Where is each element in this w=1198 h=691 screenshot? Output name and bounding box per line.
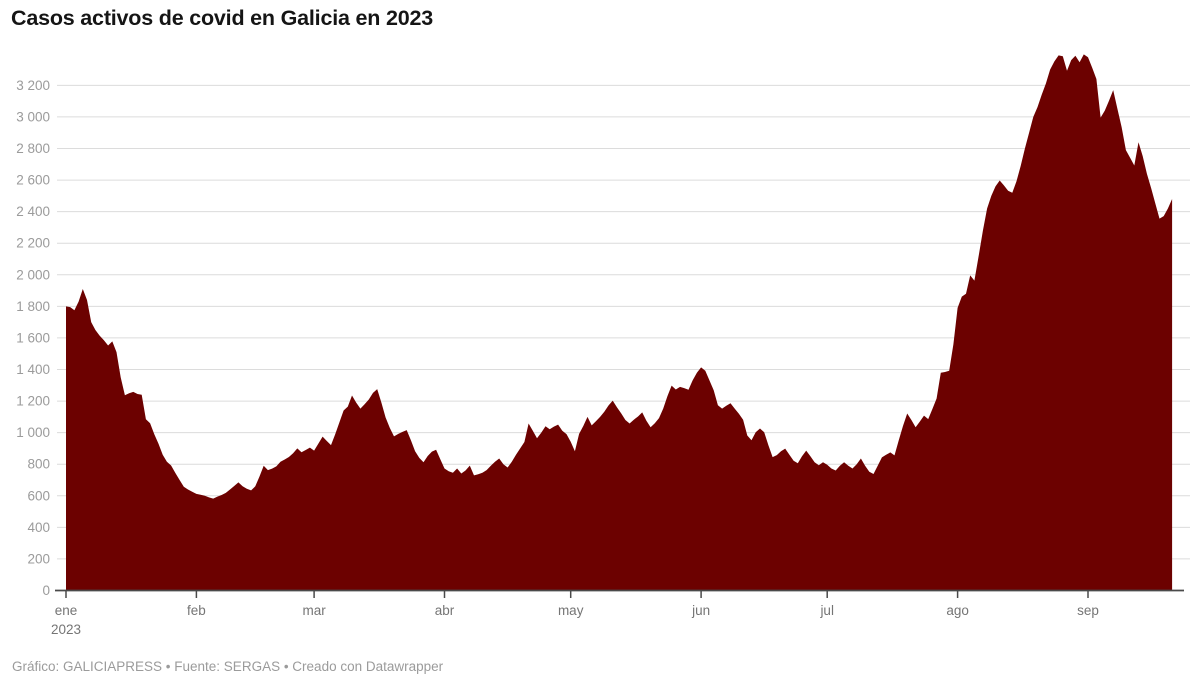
svg-text:2 000: 2 000 bbox=[16, 267, 50, 282]
svg-text:2 800: 2 800 bbox=[16, 141, 50, 156]
chart-title: Casos activos de covid en Galicia en 202… bbox=[11, 6, 434, 30]
svg-text:3 000: 3 000 bbox=[16, 109, 50, 124]
svg-text:3 200: 3 200 bbox=[16, 78, 50, 93]
svg-text:1 200: 1 200 bbox=[16, 394, 50, 409]
svg-text:1 400: 1 400 bbox=[16, 362, 50, 377]
svg-text:abr: abr bbox=[435, 603, 455, 618]
svg-text:2 200: 2 200 bbox=[16, 236, 50, 251]
svg-text:2 400: 2 400 bbox=[16, 204, 50, 219]
svg-text:may: may bbox=[558, 603, 584, 618]
svg-text:2 600: 2 600 bbox=[16, 173, 50, 188]
svg-text:600: 600 bbox=[27, 488, 50, 503]
svg-text:mar: mar bbox=[302, 603, 326, 618]
x-axis-labels: ene 2023 feb mar abr may jun jul ago sep bbox=[51, 603, 1099, 637]
svg-text:0: 0 bbox=[42, 583, 50, 598]
svg-text:200: 200 bbox=[27, 551, 50, 566]
svg-text:jul: jul bbox=[819, 603, 834, 618]
svg-text:ago: ago bbox=[946, 603, 969, 618]
svg-text:1 000: 1 000 bbox=[16, 425, 50, 440]
svg-text:400: 400 bbox=[27, 520, 50, 535]
svg-text:jun: jun bbox=[691, 603, 710, 618]
svg-text:ene: ene bbox=[55, 603, 78, 618]
svg-text:feb: feb bbox=[187, 603, 206, 618]
covid-active-cases-area bbox=[66, 54, 1173, 591]
svg-text:2023: 2023 bbox=[51, 622, 81, 637]
y-axis-labels: 0 200 400 600 800 1 000 1 200 1 400 1 600 1 800 2 … bbox=[16, 78, 50, 598]
svg-text:1 800: 1 800 bbox=[16, 299, 50, 314]
svg-text:sep: sep bbox=[1077, 603, 1099, 618]
svg-text:800: 800 bbox=[27, 457, 50, 472]
svg-text:1 600: 1 600 bbox=[16, 330, 50, 345]
x-axis-ticks bbox=[65, 591, 1089, 598]
chart-footer: Gráfico: GALICIAPRESS • Fuente: SERGAS •… bbox=[12, 659, 444, 674]
